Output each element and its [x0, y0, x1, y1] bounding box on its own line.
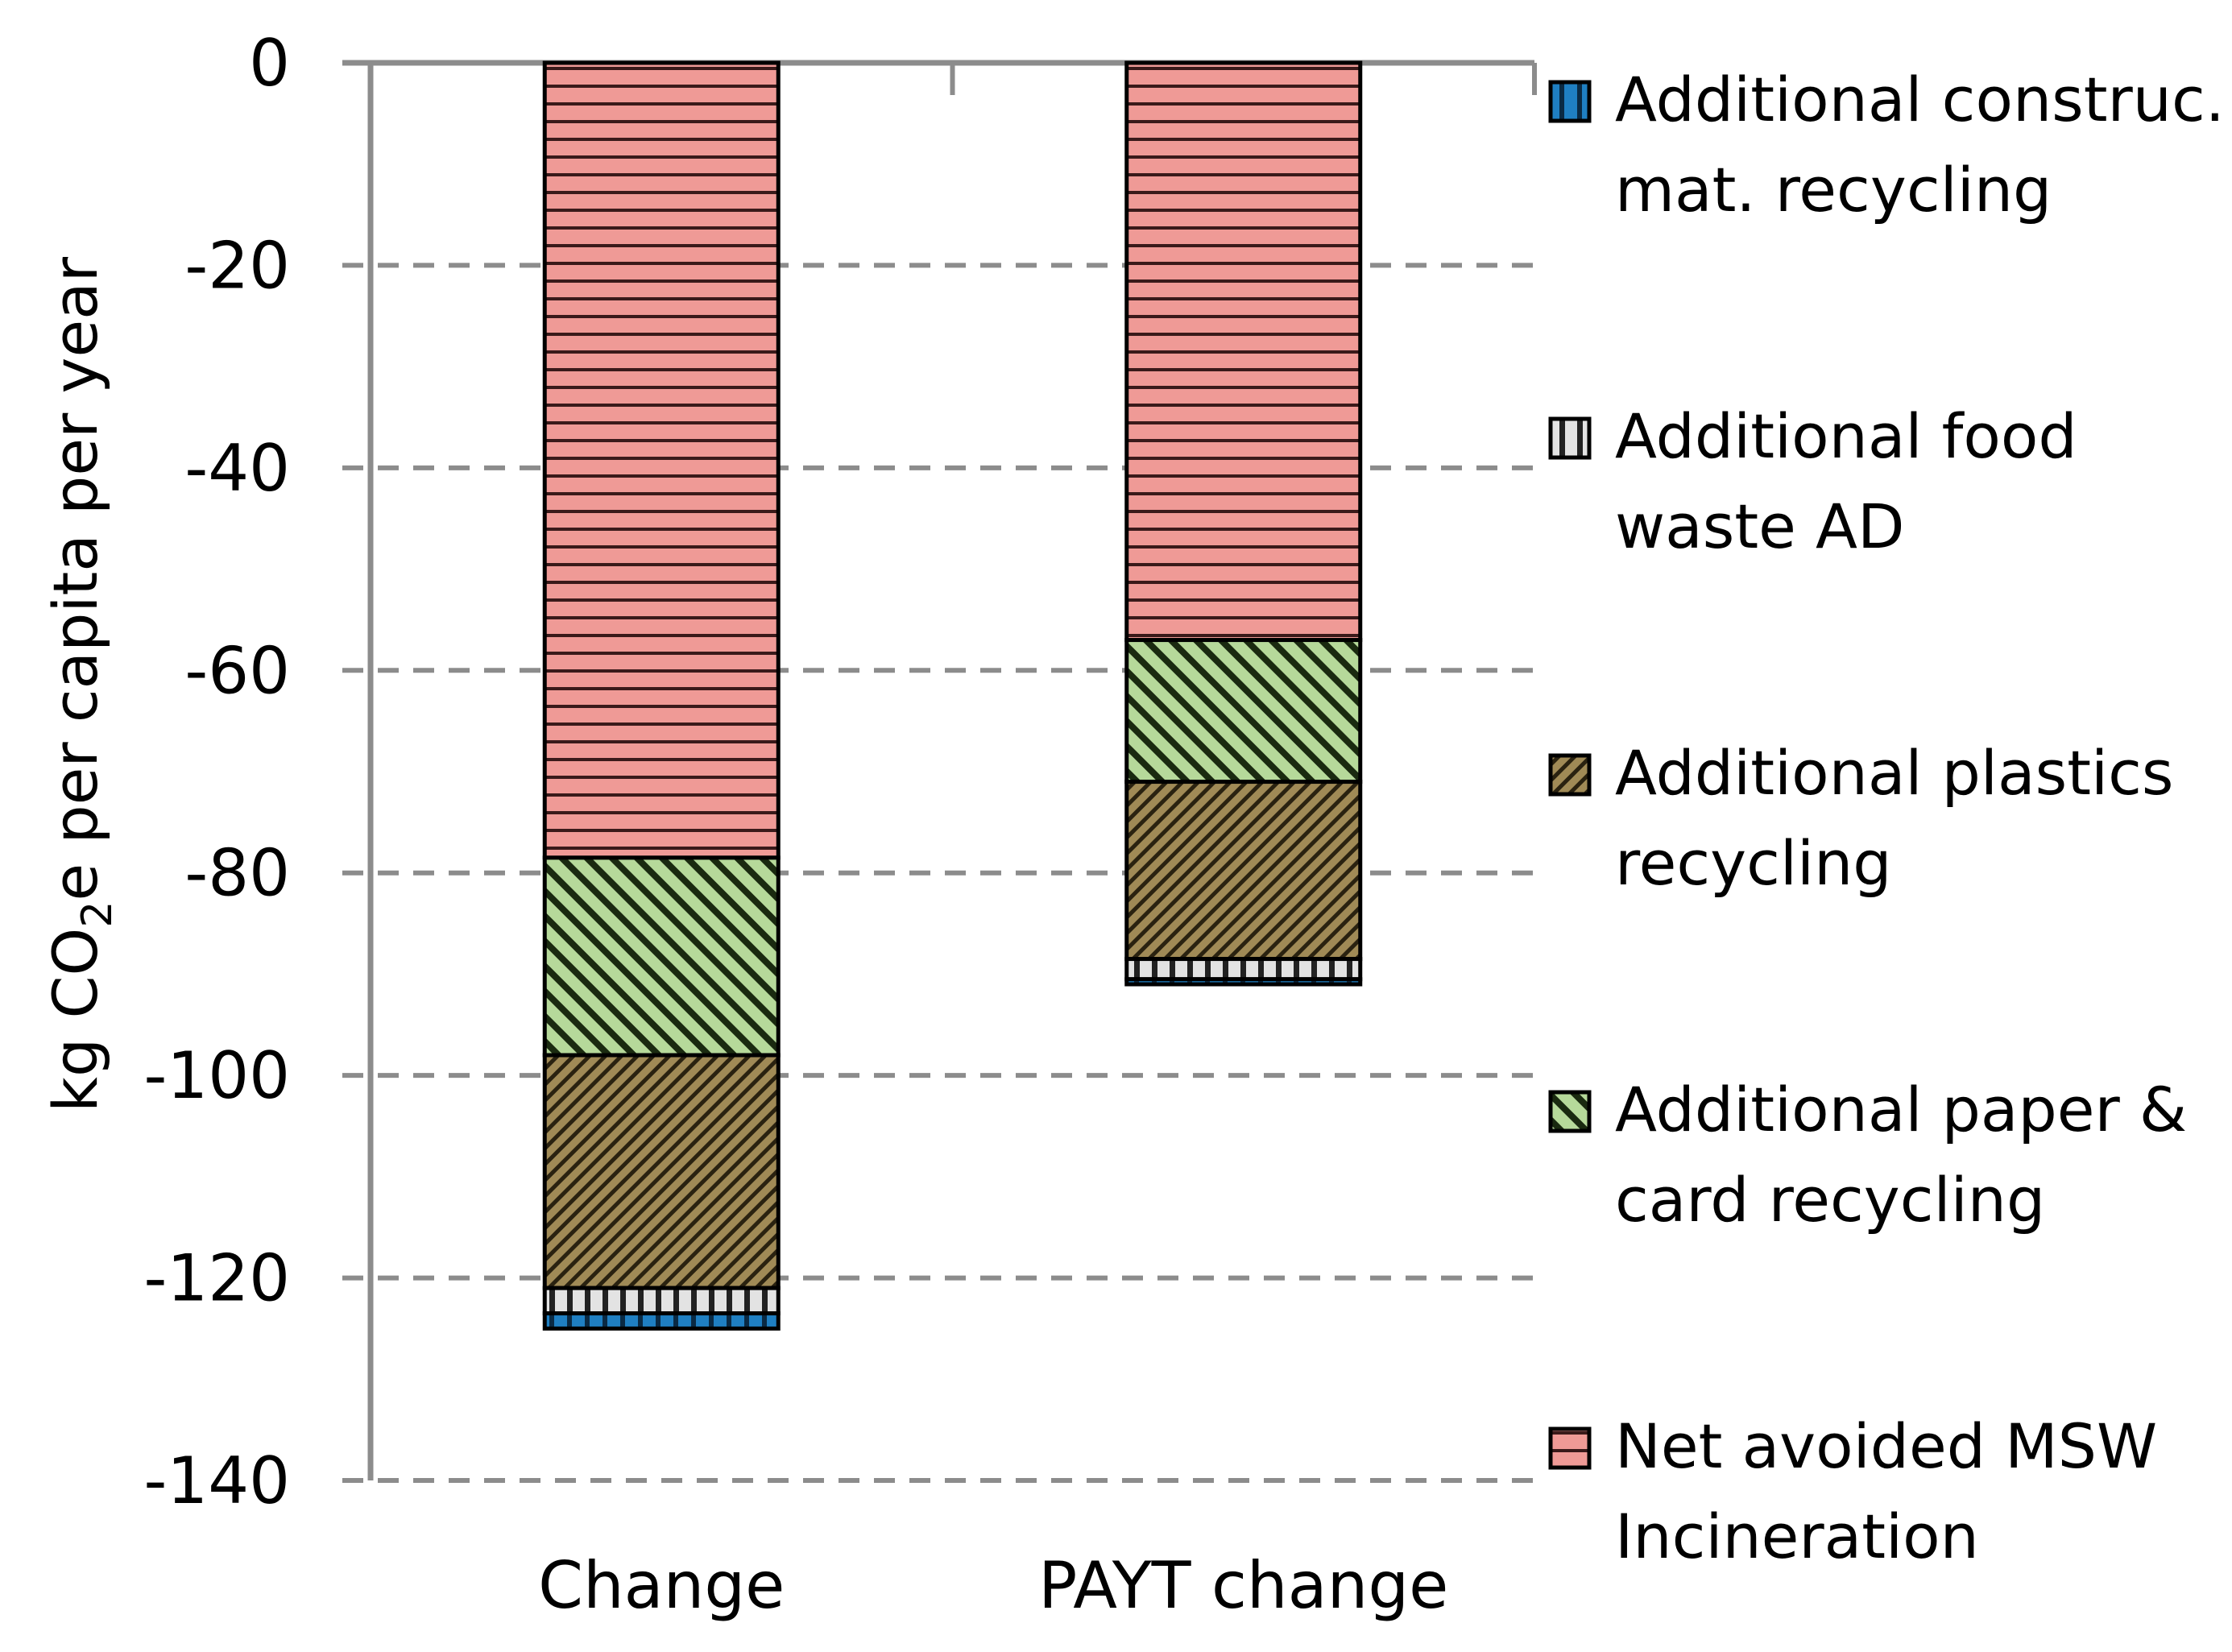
bar-segment-0-1 [542, 855, 781, 1058]
y-tick-label: 0 [249, 26, 290, 101]
legend-label: mat. recycling [1615, 154, 2052, 226]
legend-label: Additional food [1615, 400, 2077, 472]
legend-label: card recycling [1615, 1164, 2045, 1236]
bar-segment-1-2 [1124, 780, 1363, 962]
category-labels: Change PAYT change [538, 1548, 1448, 1623]
legend-label: waste AD [1615, 491, 1905, 562]
legend-label: Additional construc. [1615, 64, 2225, 135]
legend-label: recycling [1615, 827, 1892, 899]
y-tick-label: -80 [184, 836, 290, 911]
legend: Additional construc. mat. recycling Additi… [1548, 64, 2225, 1572]
y-tick-label: -60 [184, 633, 290, 708]
legend-swatch [1548, 753, 1592, 797]
legend-swatch [1548, 1090, 1592, 1133]
bar-segment-0-3 [542, 1286, 781, 1316]
legend-swatch [1548, 80, 1592, 123]
y-tick-label: -100 [143, 1038, 290, 1113]
legend-swatch [1548, 1426, 1592, 1470]
legend-label: Additional plastics [1615, 737, 2174, 809]
legend-swatch [1548, 416, 1592, 460]
bar-segment-0-2 [542, 1053, 781, 1290]
y-tick-label: -40 [184, 431, 290, 506]
y-axis-title-pre: kg CO [39, 928, 111, 1112]
bar-segment-1-4 [1124, 977, 1363, 987]
y-axis-title: kg CO2e per capita per year [39, 256, 122, 1112]
bar-segment-0-0 [542, 60, 781, 860]
bar-segment-1-3 [1124, 957, 1363, 982]
y-tick-label: -140 [143, 1443, 290, 1518]
y-tick-label: -20 [184, 228, 290, 303]
x-category-label: PAYT change [1038, 1548, 1448, 1623]
y-tick-labels: 0 -20 -40 -60 -80 -100 -120 -140 [143, 26, 290, 1518]
bar-segment-1-0 [1124, 60, 1363, 643]
bars [542, 60, 1363, 1331]
legend-label: Net avoided MSW [1615, 1410, 2157, 1482]
y-tick-label: -120 [143, 1241, 290, 1316]
y-axis-title-post: e per capita per year [39, 256, 111, 901]
legend-label: Incineration [1615, 1501, 1979, 1572]
x-category-label: Change [538, 1548, 785, 1623]
y-axis-title-sub: 2 [73, 901, 122, 928]
legend-label: Additional paper & [1615, 1074, 2187, 1145]
bar-segment-1-1 [1124, 638, 1363, 785]
bar-segment-0-4 [542, 1311, 781, 1331]
